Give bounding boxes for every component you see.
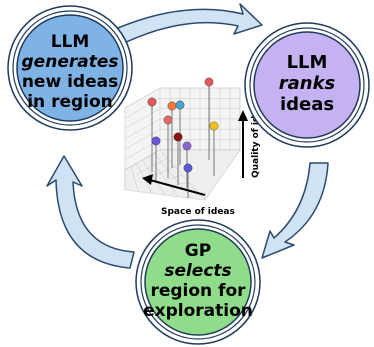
node-select-circle (144, 228, 252, 336)
node-select-line-2: selects (164, 261, 231, 281)
axis-arrows (142, 110, 248, 196)
plot-points (147, 77, 219, 198)
y-axis-label: Quality of idea (251, 103, 261, 178)
idea-point (183, 163, 193, 198)
grid-line (124, 108, 161, 129)
node-select: GP selects region for exploration (135, 219, 261, 345)
idea-point-marker (182, 141, 192, 151)
idea-point-marker (163, 115, 173, 125)
y-axis-arrowhead (238, 110, 248, 121)
x-axis-arrow (149, 179, 206, 196)
idea-point-marker (173, 132, 183, 142)
idea-point-marker (175, 100, 185, 110)
idea-point (151, 136, 161, 181)
idea-space-plot: Space of ideas Quality of idea (124, 77, 261, 217)
x-axis-arrowhead (142, 174, 153, 185)
grid-line (164, 174, 183, 181)
idea-point-marker (151, 136, 161, 146)
node-select-line-3: region for (150, 281, 246, 301)
grid-line (124, 118, 161, 140)
arrow-rank-to-select (261, 162, 329, 259)
grid-line (142, 159, 166, 196)
idea-point (163, 115, 173, 178)
node-generate-circle (16, 14, 124, 122)
idea-point-marker (167, 101, 177, 111)
node-rank-line-1: LLM (287, 52, 328, 73)
cycle-arrows (46, 3, 329, 269)
node-select-line-4: exploration (143, 301, 253, 321)
idea-point-marker (183, 163, 193, 173)
idea-point (204, 77, 214, 160)
node-rank: LLM ranks ideas (244, 22, 370, 148)
node-generate: LLM generates new ideas in region (7, 5, 133, 131)
grid-line (153, 153, 192, 199)
grid-line (124, 87, 161, 109)
x-axis-label: Space of ideas (161, 207, 235, 217)
node-generate-line-3: new ideas (22, 72, 118, 92)
arrow-select-to-generate (46, 155, 135, 269)
node-rank-line-2: ranks (279, 73, 336, 94)
idea-point-marker (147, 97, 157, 107)
grid-line (130, 166, 139, 192)
idea-point (147, 97, 157, 172)
idea-point (173, 132, 183, 185)
arrow-generate-to-rank (117, 3, 263, 45)
node-generate-line-4: in region (27, 92, 113, 112)
grid-line (124, 128, 161, 150)
idea-point (167, 101, 177, 168)
grid-line (138, 158, 168, 174)
idea-point-marker (209, 121, 219, 131)
node-generate-line-2: generates (22, 52, 119, 72)
grid-line (148, 156, 179, 197)
node-generate-line-1: LLM (51, 32, 90, 52)
node-rank-line-3: ideas (280, 94, 334, 115)
idea-point (209, 121, 219, 176)
node-rank-circle (253, 31, 361, 139)
node-select-line-1: GP (185, 241, 211, 261)
idea-point-marker (204, 77, 214, 87)
